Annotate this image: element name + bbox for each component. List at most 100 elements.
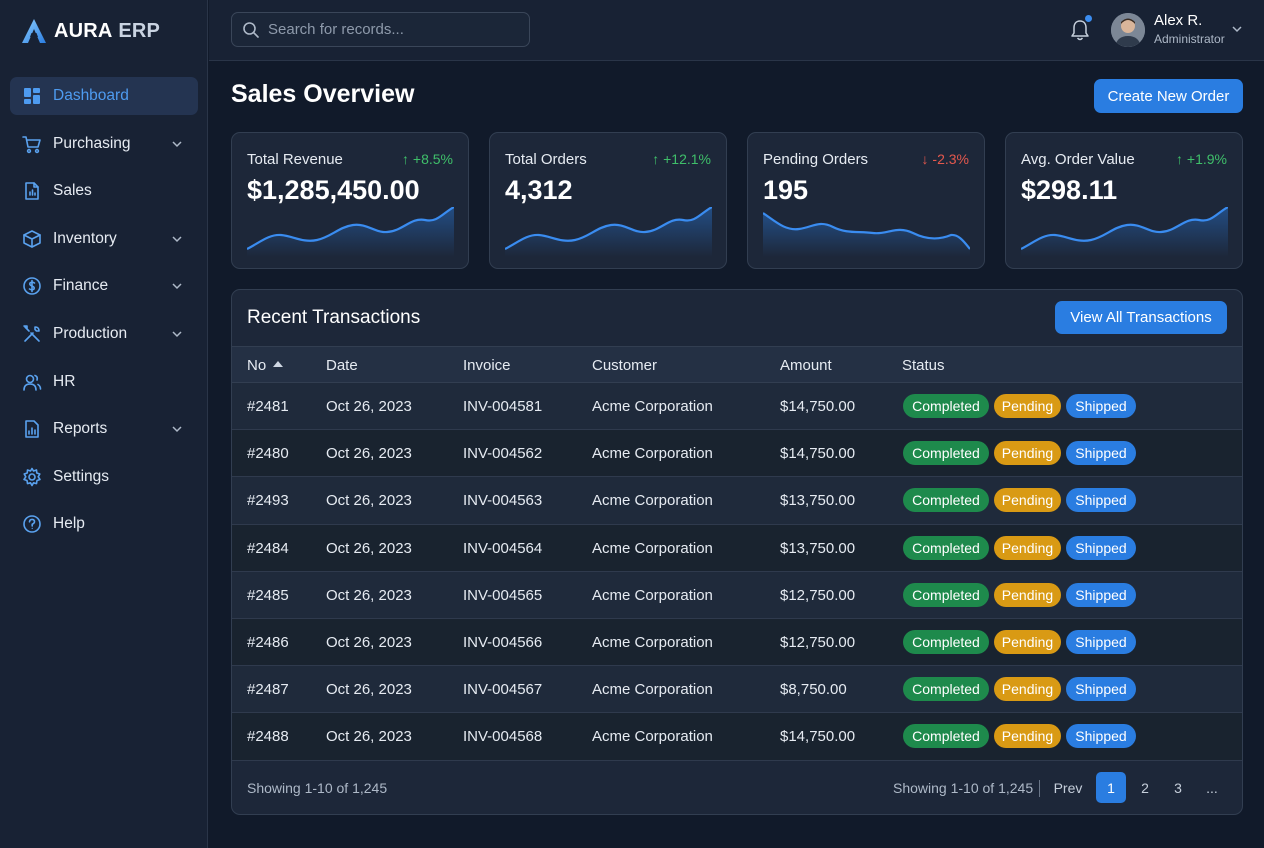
sidebar-item-reports[interactable]: Reports bbox=[10, 410, 198, 448]
pagination-prev[interactable]: Prev bbox=[1053, 779, 1083, 796]
cell-date: Oct 26, 2023 bbox=[326, 445, 412, 463]
pagination-summary-right: Showing 1-10 of 1,245 bbox=[893, 780, 1034, 796]
sidebar-item-sales[interactable]: Sales bbox=[10, 172, 198, 210]
cell-customer: Acme Corporation bbox=[592, 445, 713, 463]
status-badge: Pending bbox=[994, 582, 1061, 607]
kpi-delta: ↓ -2.3% bbox=[921, 151, 969, 167]
view-all-transactions-button[interactable]: View All Transactions bbox=[1055, 301, 1227, 334]
status-badge: Completed bbox=[903, 582, 989, 607]
chevron-down-icon[interactable] bbox=[170, 137, 184, 151]
status-badge: Shipped bbox=[1066, 629, 1136, 654]
status-badge: Shipped bbox=[1066, 724, 1136, 749]
column-header-customer[interactable]: Customer bbox=[592, 357, 658, 374]
cell-date: Oct 26, 2023 bbox=[326, 539, 412, 557]
bell-icon bbox=[1071, 20, 1089, 41]
arrow-up-icon: ↑ bbox=[652, 151, 660, 167]
tools-icon bbox=[21, 323, 43, 345]
notification-button[interactable] bbox=[1069, 15, 1092, 42]
sidebar-item-settings[interactable]: Settings bbox=[10, 458, 198, 496]
table-row[interactable]: #2486 Oct 26, 2023 INV-004566 Acme Corporat… bbox=[232, 618, 1242, 667]
kpi-label: Avg. Order Value bbox=[1021, 151, 1135, 168]
table-row[interactable]: #2485 Oct 26, 2023 INV-004565 Acme Corporat… bbox=[232, 571, 1242, 619]
users-icon bbox=[21, 371, 43, 393]
recent-transactions-panel: Recent Transactions View All Transaction… bbox=[231, 289, 1243, 815]
table-row[interactable]: #2480 Oct 26, 2023 INV-004562 Acme Corporat… bbox=[232, 430, 1242, 478]
cell-no: #2480 bbox=[247, 445, 289, 463]
column-header-no[interactable]: No bbox=[247, 357, 284, 374]
table-header: No Date Invoice Customer Amount Status bbox=[232, 346, 1242, 383]
sidebar-item-label: HR bbox=[53, 372, 76, 390]
status-badge: Completed bbox=[903, 629, 989, 654]
cell-amount: $12,750.00 bbox=[780, 633, 856, 651]
user-name[interactable]: Alex R. bbox=[1154, 12, 1203, 29]
sidebar-nav: Dashboard Purchasing Sales Inventory Finance… bbox=[10, 77, 198, 553]
create-new-order-button[interactable]: Create New Order bbox=[1094, 79, 1243, 113]
table-body: #2481 Oct 26, 2023 INV-004581 Acme Corporat… bbox=[232, 383, 1242, 761]
cell-customer: Acme Corporation bbox=[592, 492, 713, 510]
kpi-label: Total Orders bbox=[505, 151, 587, 168]
cell-customer: Acme Corporation bbox=[592, 586, 713, 604]
dollar-circle-icon bbox=[21, 275, 43, 297]
sparkline bbox=[505, 207, 712, 257]
table-row[interactable]: #2484 Oct 26, 2023 INV-004564 Acme Corporat… bbox=[232, 524, 1242, 572]
sidebar-item-help[interactable]: Help bbox=[10, 505, 198, 543]
table-row[interactable]: #2488 Oct 26, 2023 INV-004568 Acme Corporat… bbox=[232, 713, 1242, 761]
brand-name: AURA ERP bbox=[54, 19, 161, 42]
user-role: Administrator bbox=[1154, 32, 1225, 46]
column-header-date[interactable]: Date bbox=[326, 357, 358, 374]
arrow-up-icon: ↑ bbox=[402, 151, 410, 167]
help-icon bbox=[21, 513, 43, 535]
status-badge: Shipped bbox=[1066, 394, 1136, 418]
cell-invoice: INV-004566 bbox=[463, 633, 543, 651]
chevron-down-icon[interactable] bbox=[170, 327, 184, 341]
cell-invoice: INV-004562 bbox=[463, 445, 543, 463]
kpi-card-total-revenue[interactable]: Total Revenue ↑ +8.5% $1,285,450.00 bbox=[231, 132, 469, 269]
avatar[interactable] bbox=[1111, 13, 1145, 47]
chevron-down-icon[interactable] bbox=[1231, 23, 1243, 35]
pagination-page-3[interactable]: 3 bbox=[1174, 779, 1182, 796]
search-input[interactable] bbox=[268, 21, 518, 38]
table-row[interactable]: #2487 Oct 26, 2023 INV-004567 Acme Corporat… bbox=[232, 666, 1242, 714]
cell-amount: $14,750.00 bbox=[780, 398, 856, 415]
chevron-down-icon[interactable] bbox=[170, 422, 184, 436]
box-icon bbox=[21, 228, 43, 250]
pagination-page-2[interactable]: 2 bbox=[1141, 779, 1149, 796]
brand-logo[interactable]: AURA ERP bbox=[20, 16, 160, 46]
sidebar-item-production[interactable]: Production bbox=[10, 315, 198, 353]
panel-title: Recent Transactions bbox=[247, 307, 421, 328]
column-header-status[interactable]: Status bbox=[902, 357, 945, 374]
sparkline bbox=[247, 207, 454, 257]
sidebar-item-hr[interactable]: HR bbox=[10, 363, 198, 401]
kpi-card-total-orders[interactable]: Total Orders ↑ +12.1% 4,312 bbox=[489, 132, 727, 269]
sidebar-item-dashboard[interactable]: Dashboard bbox=[10, 77, 198, 115]
status-badge: Pending bbox=[994, 535, 1061, 560]
status-badge: Completed bbox=[903, 677, 989, 702]
kpi-label: Total Revenue bbox=[247, 151, 343, 168]
pagination-page-1[interactable]: 1 bbox=[1096, 772, 1126, 803]
pagination-ellipsis[interactable]: ... bbox=[1206, 779, 1218, 796]
sidebar-item-inventory[interactable]: Inventory bbox=[10, 220, 198, 258]
column-header-amount[interactable]: Amount bbox=[780, 357, 832, 374]
chevron-down-icon[interactable] bbox=[170, 279, 184, 293]
column-header-invoice[interactable]: Invoice bbox=[463, 357, 511, 374]
sidebar-item-purchasing[interactable]: Purchasing bbox=[10, 125, 198, 163]
cell-invoice: INV-004568 bbox=[463, 728, 543, 746]
kpi-card-pending-orders[interactable]: Pending Orders ↓ -2.3% 195 bbox=[747, 132, 985, 269]
table-row[interactable]: #2481 Oct 26, 2023 INV-004581 Acme Corporat… bbox=[232, 383, 1242, 431]
kpi-card-avg-order-value[interactable]: Avg. Order Value ↑ +1.9% $298.11 bbox=[1005, 132, 1243, 269]
cell-amount: $13,750.00 bbox=[780, 539, 856, 557]
search-icon bbox=[243, 21, 259, 38]
search-box[interactable] bbox=[231, 12, 530, 47]
table-row[interactable]: #2493 Oct 26, 2023 INV-004563 Acme Corporat… bbox=[232, 477, 1242, 525]
cell-date: Oct 26, 2023 bbox=[326, 492, 412, 510]
aura-logo-icon bbox=[22, 19, 46, 43]
status-badge: Shipped bbox=[1066, 535, 1136, 560]
status-badge: Completed bbox=[903, 441, 989, 466]
cell-date: Oct 26, 2023 bbox=[326, 681, 412, 699]
sidebar-item-label: Inventory bbox=[53, 229, 117, 247]
cell-amount: $13,750.00 bbox=[780, 492, 856, 510]
kpi-delta: ↑ +8.5% bbox=[402, 151, 453, 167]
sidebar-item-label: Dashboard bbox=[53, 87, 129, 104]
chevron-down-icon[interactable] bbox=[170, 232, 184, 246]
sidebar-item-finance[interactable]: Finance bbox=[10, 267, 198, 305]
